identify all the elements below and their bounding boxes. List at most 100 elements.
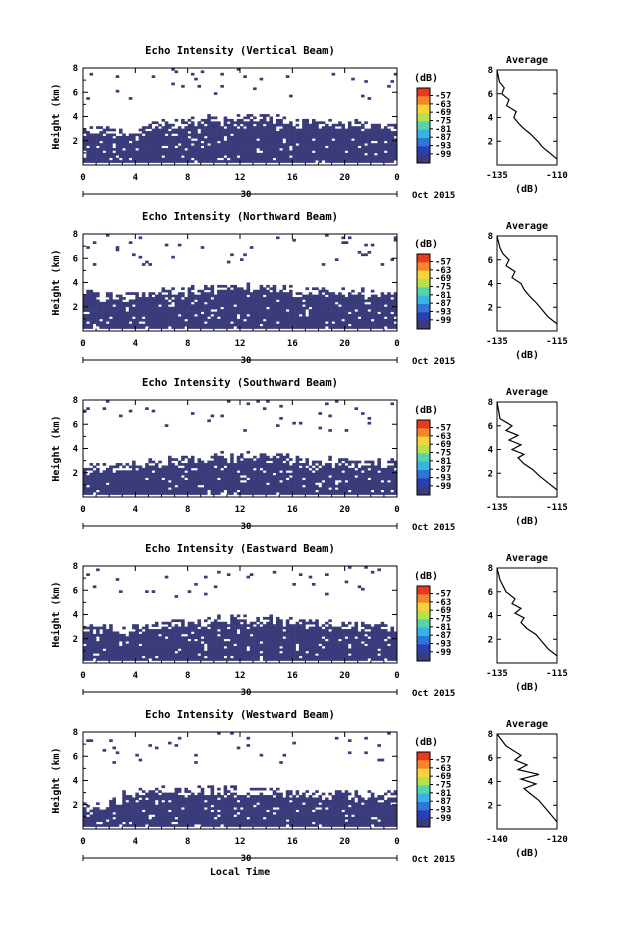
echo-cell xyxy=(224,482,228,485)
echo-cell xyxy=(152,150,156,153)
echo-cell xyxy=(90,302,94,305)
echo-cell xyxy=(368,319,372,322)
echo-cell xyxy=(204,292,208,295)
echo-cell xyxy=(247,458,251,461)
echo-cell xyxy=(201,465,205,468)
echo-cell xyxy=(325,319,329,322)
echo-cell xyxy=(122,656,126,659)
echo-cell xyxy=(139,136,143,139)
echo-cell xyxy=(207,114,211,117)
echo-cell xyxy=(256,312,260,315)
echo-cell xyxy=(86,653,90,656)
echo-cell xyxy=(99,473,103,476)
echo-cell xyxy=(119,138,123,141)
echo-cell xyxy=(345,485,349,488)
echo-cell xyxy=(253,295,257,298)
echo-cell xyxy=(338,324,342,327)
echo-cell xyxy=(250,461,254,464)
echo-cell xyxy=(211,124,215,127)
echo-cell xyxy=(155,141,159,144)
echo-cell xyxy=(364,480,368,483)
echo-cell xyxy=(90,304,94,307)
echo-cell xyxy=(338,129,342,132)
echo-cell xyxy=(175,595,179,598)
echo-cell xyxy=(305,482,309,485)
echo-cell xyxy=(269,299,273,302)
echo-cell xyxy=(132,299,136,302)
echo-cell xyxy=(168,124,172,127)
echo-cell xyxy=(194,624,198,627)
echo-cell xyxy=(119,482,123,485)
echo-cell xyxy=(178,295,182,298)
echo-cell xyxy=(139,473,143,476)
echo-cell xyxy=(250,302,254,305)
echo-cell xyxy=(201,492,205,495)
echo-cell xyxy=(145,644,149,647)
echo-cell xyxy=(191,463,195,466)
echo-cell xyxy=(260,141,264,144)
echo-cell xyxy=(283,302,287,305)
echo-cell xyxy=(135,639,139,642)
echo-cell xyxy=(93,138,97,141)
echo-cell xyxy=(341,468,345,471)
echo-cell xyxy=(273,299,277,302)
echo-cell xyxy=(358,478,362,481)
echo-cell xyxy=(211,126,215,129)
echo-cell xyxy=(204,312,208,315)
echo-cell xyxy=(197,490,201,493)
echo-cell xyxy=(230,285,234,288)
echo-cell xyxy=(178,299,182,302)
echo-cell xyxy=(374,146,378,149)
echo-cell xyxy=(390,150,394,153)
echo-cell xyxy=(240,295,244,298)
echo-cell xyxy=(103,482,107,485)
echo-cell xyxy=(250,321,254,324)
echo-cell xyxy=(328,490,332,493)
echo-cell xyxy=(211,656,215,659)
echo-cell xyxy=(328,316,332,319)
echo-cell xyxy=(305,304,309,307)
echo-cell xyxy=(250,124,254,127)
echo-cell xyxy=(237,129,241,132)
echo-cell xyxy=(381,146,385,149)
echo-cell xyxy=(116,656,120,659)
echo-cell xyxy=(237,292,241,295)
echo-cell xyxy=(175,639,179,642)
panel-title: Echo Intensity (Vertical Beam) xyxy=(145,45,335,57)
echo-cell xyxy=(348,480,352,483)
echo-cell xyxy=(345,490,349,493)
echo-cell xyxy=(122,155,126,158)
echo-cell xyxy=(103,624,107,627)
echo-cell xyxy=(364,470,368,473)
echo-cell xyxy=(168,631,172,634)
echo-cell xyxy=(139,299,143,302)
echo-cell xyxy=(171,136,175,139)
echo-cell xyxy=(305,299,309,302)
date-label: Oct 2015 xyxy=(412,191,455,201)
echo-cell xyxy=(266,131,270,134)
echo-cell xyxy=(181,146,185,149)
echo-cell xyxy=(103,470,107,473)
echo-cell xyxy=(116,634,120,637)
echo-cell xyxy=(86,131,90,134)
echo-cell xyxy=(387,292,391,295)
echo-cell xyxy=(139,326,143,329)
echo-cell xyxy=(158,319,162,322)
echo-cell xyxy=(237,148,241,151)
echo-cell xyxy=(224,129,228,132)
echo-cell xyxy=(358,321,362,324)
echo-cell xyxy=(119,658,123,661)
echo-cell xyxy=(204,297,208,300)
echo-cell xyxy=(240,304,244,307)
echo-cell xyxy=(325,480,329,483)
echo-cell xyxy=(194,482,198,485)
echo-cell xyxy=(162,482,166,485)
echo-cell xyxy=(191,299,195,302)
echo-cell xyxy=(168,468,172,471)
echo-cell xyxy=(269,478,273,481)
echo-cell xyxy=(302,160,306,163)
echo-cell xyxy=(122,143,126,146)
echo-cell xyxy=(233,126,237,129)
echo-cell xyxy=(243,253,247,256)
echo-cell xyxy=(148,646,152,649)
